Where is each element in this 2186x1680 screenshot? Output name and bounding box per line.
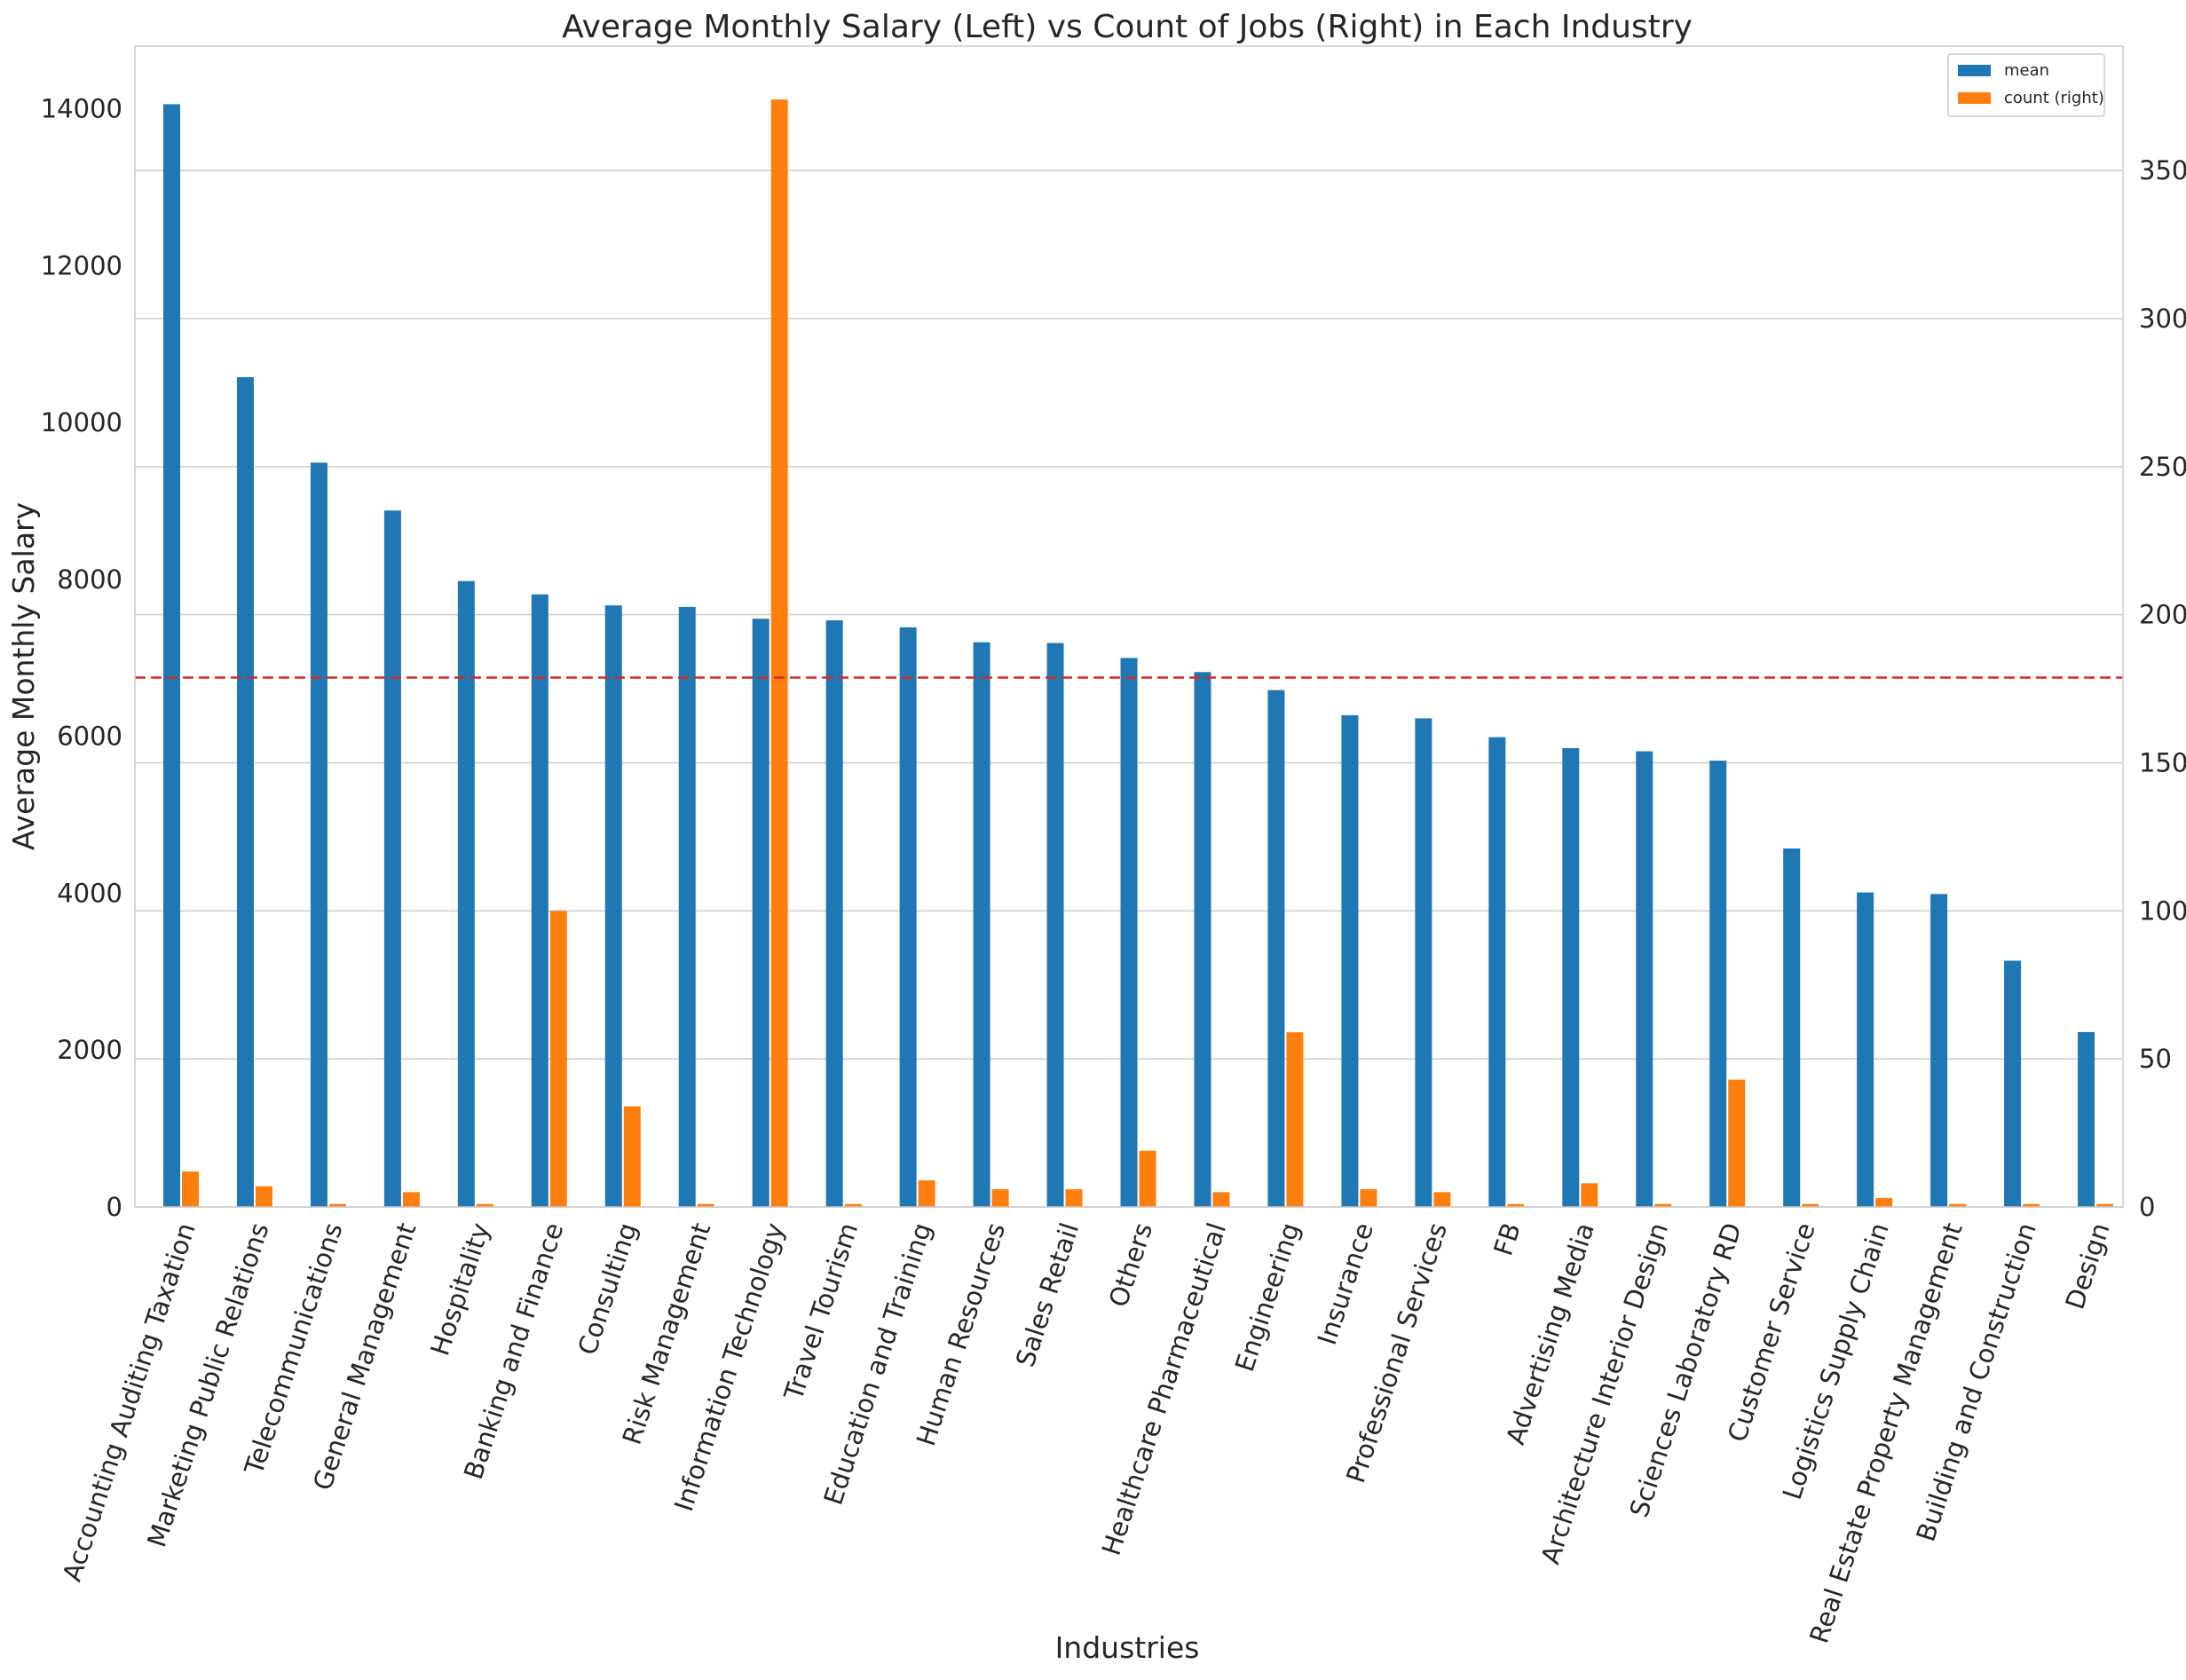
bar-count [1654,1203,1672,1207]
left-tick-label: 8000 [57,564,122,595]
bar-count [1212,1192,1230,1207]
bar-mean [973,642,990,1207]
plot-frame [134,45,2124,1208]
right-tick-label: 100 [2139,895,2186,926]
bar-count [844,1203,862,1207]
right-tick-label: 150 [2139,747,2186,777]
bar-mean [825,619,843,1207]
bar-mean [1046,643,1064,1207]
bar-count [2096,1203,2114,1207]
left-tick-label: 12000 [41,250,122,280]
bar-count [182,1171,199,1207]
bar-mean [1930,894,1948,1207]
left-tick-label: 14000 [41,94,122,124]
bar-count [1360,1188,1377,1207]
bar-mean [2078,1031,2095,1207]
bar-count [1065,1188,1083,1207]
bar-mean [1709,761,1727,1207]
right-axis: 0 50 100 150 200 250 300 350 [2139,155,2186,1222]
legend-label-count: count (right) [2004,89,2104,107]
bar-mean [383,510,401,1207]
bar-count [1507,1203,1525,1207]
bar-count [549,911,567,1207]
bar-count [1433,1192,1451,1207]
bar-mean [310,462,328,1207]
bar-mean [1120,658,1138,1207]
legend-swatch-mean [1958,65,1991,76]
legend-swatch-count [1958,92,1991,104]
x-axis-label: Industries [1055,1630,1200,1665]
legend: mean count (right) [1947,53,2105,117]
bar-count [1139,1150,1156,1207]
bar-count [402,1192,420,1207]
right-tick-label: 0 [2139,1192,2155,1222]
bar-mean [1783,848,1801,1207]
bar-mean [236,376,254,1207]
bar-count [1286,1032,1304,1207]
bar-count [991,1188,1009,1207]
bar-mean [899,627,917,1207]
y-axis-label: Average Monthly Salary [6,502,41,850]
bar-mean [1562,747,1580,1207]
bar-count [1949,1203,1967,1207]
bar-count [1728,1079,1746,1207]
bar-mean [604,605,622,1207]
right-tick-label: 200 [2139,600,2186,630]
bar-count [918,1179,935,1207]
bar-mean [1267,690,1285,1207]
left-tick-label: 0 [107,1192,122,1222]
bar-mean [1857,892,1874,1207]
bar-mean [1415,718,1432,1207]
bar-count [623,1106,641,1207]
bar-count [476,1203,493,1207]
bar-mean [1194,672,1211,1207]
bar-mean [2004,960,2022,1207]
bar-mean [1636,751,1653,1207]
bar-mean [678,606,696,1207]
bar-count [697,1203,714,1207]
legend-label-mean: mean [2004,61,2049,80]
bar-count [1875,1197,1893,1207]
left-tick-label: 10000 [41,407,122,438]
bar-count [1802,1203,1819,1207]
bar-mean [457,580,475,1207]
bar-count [255,1186,272,1207]
left-axis: 0 2000 4000 6000 8000 10000 12000 14000 [41,94,122,1222]
left-tick-label: 2000 [57,1035,122,1065]
right-tick-label: 300 [2139,304,2186,334]
bar-mean [531,594,548,1207]
bar-mean [752,619,769,1207]
bar-mean [1488,737,1506,1207]
bar-count [2023,1203,2040,1207]
bar-mean [1341,714,1359,1207]
bar-mean [163,104,180,1207]
left-tick-label: 6000 [57,722,122,752]
bar-count [770,99,788,1207]
bar-count [1581,1183,1598,1207]
right-tick-label: 350 [2139,155,2186,185]
right-tick-label: 50 [2139,1044,2172,1074]
left-tick-label: 4000 [57,878,122,908]
bar-count [328,1203,346,1207]
bars [163,99,2114,1207]
chart-title: Average Monthly Salary (Left) vs Count o… [562,9,1693,45]
right-tick-label: 250 [2139,452,2186,482]
